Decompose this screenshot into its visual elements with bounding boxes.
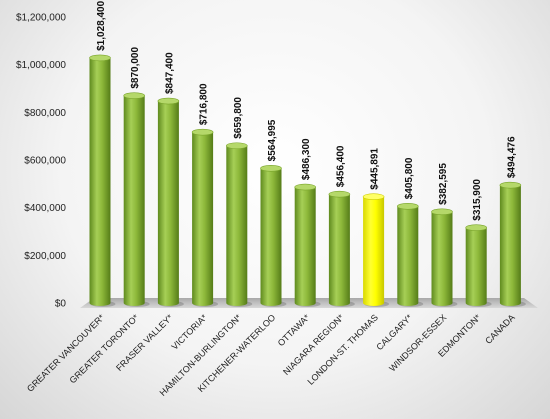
bar-top	[294, 183, 317, 191]
value-label: $1,028,400	[96, 0, 107, 50]
bar-top	[431, 208, 453, 216]
value-label: $659,800	[233, 97, 244, 139]
category-label: GREATER TORONTO*	[68, 312, 141, 385]
bar	[294, 187, 316, 306]
category-labels-group: GREATER VANCOUVER*GREATER TORONTO*FRASER…	[25, 312, 517, 398]
value-label: $486,300	[301, 138, 312, 180]
bar	[465, 227, 487, 306]
value-labels-group: $1,028,400 $870,000 $847,400 $716,800 $659,8…	[96, 0, 517, 220]
bar-top	[362, 193, 385, 201]
y-tick-label: $800,000	[24, 108, 66, 119]
value-label: $405,800	[404, 157, 415, 199]
category-label: FRASER VALLEY*	[114, 312, 175, 373]
category-label: WINDSOR-ESSEX	[387, 312, 448, 373]
y-tick-label: $1,000,000	[16, 60, 66, 71]
bar	[328, 194, 350, 306]
category-label: NIAGARA REGION*	[281, 312, 346, 377]
bar-top	[123, 92, 145, 99]
bar	[397, 206, 419, 306]
value-label: $494,476	[506, 136, 517, 178]
y-tick-label: $0	[55, 299, 67, 310]
bar	[123, 95, 145, 307]
category-label: OTTAWA*	[276, 312, 312, 348]
bar	[226, 145, 248, 306]
bar	[363, 196, 385, 306]
value-label: $847,400	[164, 52, 175, 94]
value-label: $564,995	[267, 119, 278, 161]
bar-top	[396, 202, 419, 210]
bar	[260, 168, 282, 306]
value-label: $870,000	[130, 47, 141, 89]
value-label: $445,891	[370, 148, 381, 190]
y-tick-label: $600,000	[24, 156, 66, 167]
bar	[157, 101, 179, 306]
bar	[499, 185, 521, 306]
bar-top	[157, 97, 180, 105]
bars-group	[89, 54, 526, 307]
value-label: $315,900	[472, 179, 483, 221]
bar-top	[328, 190, 351, 198]
value-label: $716,800	[199, 83, 210, 125]
bar-top	[465, 224, 488, 232]
bar-top	[499, 181, 522, 189]
y-tick-label: $200,000	[24, 251, 66, 262]
y-axis: $0 $200,000 $400,000 $600,000 $800,000 $1,000…	[16, 13, 66, 310]
bar-top	[191, 128, 214, 136]
bar	[192, 132, 214, 306]
category-label: CANADA	[483, 312, 517, 346]
bar	[89, 57, 111, 307]
bar-top	[260, 165, 282, 172]
bar-top	[226, 142, 248, 150]
bar	[431, 211, 453, 306]
value-label: $456,400	[335, 145, 346, 187]
value-label: $382,595	[438, 163, 449, 205]
bar-top	[89, 54, 111, 62]
category-label: LONDON-ST. THOMAS	[306, 312, 380, 386]
y-tick-label: $1,200,000	[16, 13, 66, 24]
y-tick-label: $400,000	[24, 203, 66, 214]
